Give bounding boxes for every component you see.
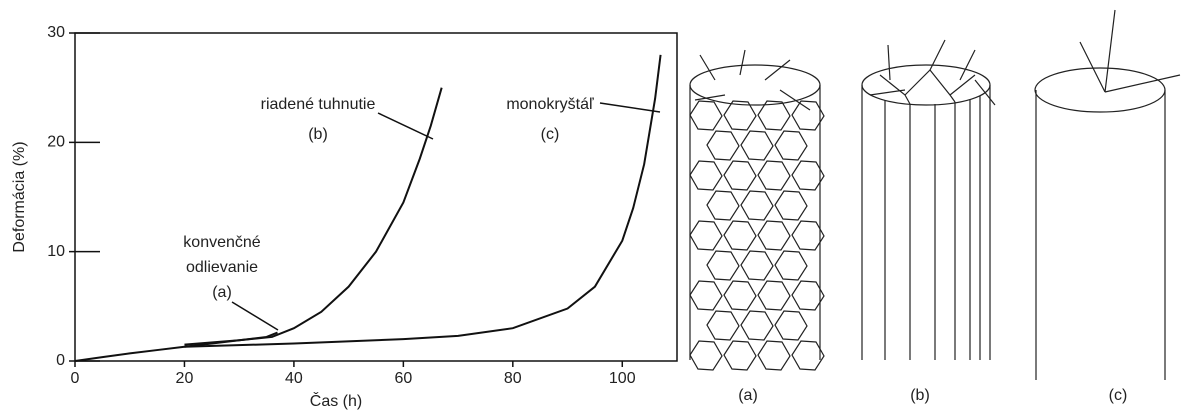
x-tick-label: 80: [504, 370, 522, 387]
column-a: [689, 85, 821, 360]
y-tick-label: 10: [47, 243, 65, 260]
grains: [689, 49, 825, 371]
annotation-arrow: [231, 301, 279, 331]
y-tick-label: 20: [47, 134, 65, 151]
column-b-arrows: [869, 39, 996, 106]
column-b-grains: [879, 69, 976, 105]
annotation: (b): [308, 126, 328, 143]
diagram-label: (b): [910, 387, 930, 404]
diagram-label: (c): [1109, 387, 1128, 404]
diagram-label: (a): [738, 387, 758, 404]
column-c-top: [1034, 67, 1166, 113]
x-axis-label: Čas (h): [310, 391, 362, 410]
creep-curve: [184, 54, 662, 348]
x-tick-label: 60: [394, 370, 412, 387]
x-tick-label: 0: [71, 370, 80, 387]
grain-arrows: [694, 49, 811, 111]
annotation: monokryštáľ: [506, 96, 594, 113]
column-b-top: [861, 64, 991, 106]
column-c-arrows: [1079, 9, 1181, 93]
annotation: odlievanie: [186, 259, 258, 276]
y-tick-label: 30: [47, 24, 65, 41]
y-tick-label: 0: [56, 352, 65, 369]
annotation-arrow: [377, 112, 434, 140]
annotation: konvenčné: [183, 234, 260, 251]
x-tick-label: 20: [176, 370, 194, 387]
diagrams: [689, 9, 1181, 380]
creep-curve: [74, 331, 278, 362]
annotation: (a): [212, 284, 232, 301]
grain-boundaries: [689, 100, 825, 371]
annotation-arrow: [599, 102, 661, 113]
annotation: (c): [541, 126, 560, 143]
column-b: [861, 85, 991, 360]
column-a-top: [689, 64, 821, 106]
x-tick-label: 40: [285, 370, 303, 387]
column-c: [1035, 90, 1166, 380]
x-tick-label: 100: [609, 370, 636, 387]
plot-frame: [74, 32, 678, 362]
y-axis-label: Deformácia (%): [11, 141, 28, 252]
creep-curve: [184, 87, 443, 346]
annotation: riadené tuhnutie: [261, 96, 376, 113]
